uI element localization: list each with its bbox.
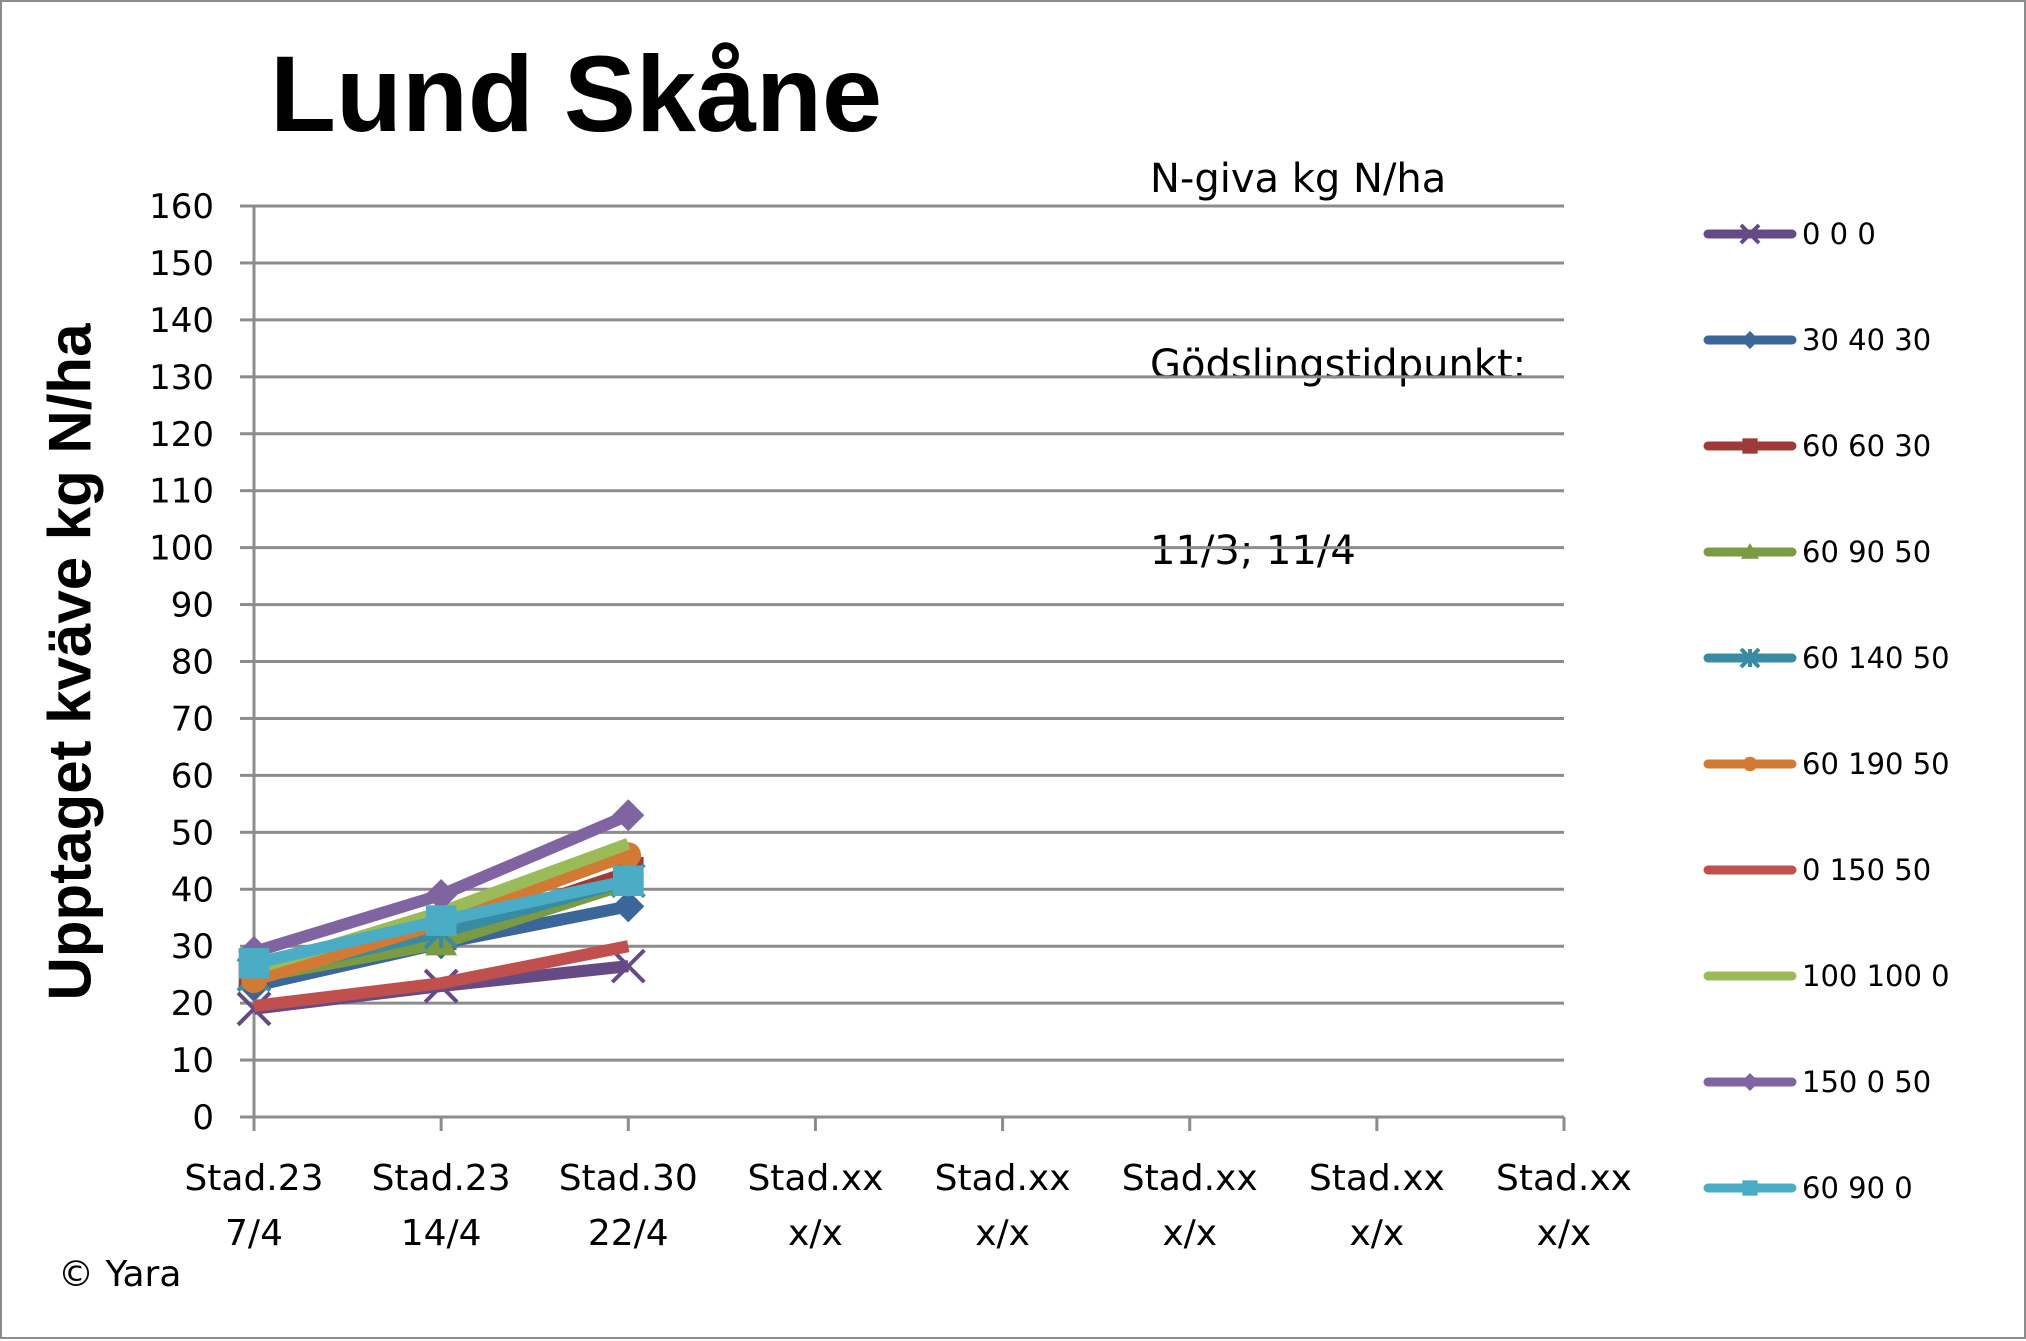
legend-item: 60 90 50 xyxy=(1703,535,1931,569)
subtitle-line-1: N-giva kg N/ha xyxy=(1150,156,1447,202)
square-marker-icon xyxy=(238,947,270,979)
triangle-marker-icon xyxy=(1741,543,1759,559)
square-marker-icon xyxy=(612,865,644,897)
y-axis-ticks: 0 10 20 30 40 50 60 70 80 90 100 110 120 130 140 150 160 xyxy=(149,187,254,1138)
legend-item: 150 0 50 xyxy=(1703,1065,1931,1099)
legend-item: 0 0 0 xyxy=(1703,217,1876,251)
y-tick-label: 90 xyxy=(171,586,214,626)
x-marker-icon xyxy=(236,991,272,1027)
subtitle-line-3: 11/3; 11/4 xyxy=(1150,528,1356,574)
y-tick-label: 120 xyxy=(149,415,214,455)
axes xyxy=(252,206,1564,1131)
circle-marker-icon xyxy=(1742,756,1758,772)
copyright-text: © Yara xyxy=(58,1254,182,1295)
diamond-marker-icon xyxy=(612,799,645,832)
y-tick-label: 30 xyxy=(171,927,214,967)
legend-label: 60 190 50 xyxy=(1802,747,1950,781)
x-axis-ticks: Stad.23 7/4 Stad.23 14/4 Stad.30 22/4 Stad.xx x… xyxy=(184,1117,1632,1254)
series-line xyxy=(253,940,630,1012)
x-tick-label: Stad.xx xyxy=(1122,1158,1258,1199)
subtitle-line-2: Gödslingstidpunkt: xyxy=(1150,342,1527,388)
x-tick-label: 7/4 xyxy=(225,1213,283,1254)
legend-label: 60 140 50 xyxy=(1802,641,1950,675)
x-tick-label: Stad.23 xyxy=(372,1158,511,1199)
legend-label: 60 90 0 xyxy=(1802,1171,1913,1205)
y-tick-label: 110 xyxy=(149,472,214,512)
legend-label: 150 0 50 xyxy=(1802,1065,1931,1099)
data-series xyxy=(236,799,646,1027)
legend-item: 60 60 30 xyxy=(1703,429,1931,463)
y-tick-label: 0 xyxy=(192,1098,214,1138)
x-tick-label: x/x xyxy=(788,1213,843,1254)
legend-item: 60 140 50 xyxy=(1703,641,1950,675)
y-tick-label: 140 xyxy=(149,301,214,341)
legend-label: 0 0 0 xyxy=(1802,217,1876,251)
x-tick-label: x/x xyxy=(975,1213,1030,1254)
x-tick-label: 14/4 xyxy=(401,1213,482,1254)
y-tick-label: 160 xyxy=(149,187,214,227)
legend-label: 30 40 30 xyxy=(1802,323,1931,357)
x-tick-label: Stad.xx xyxy=(935,1158,1071,1199)
diamond-marker-icon xyxy=(1741,331,1759,349)
x-tick-label: Stad.23 xyxy=(184,1158,323,1199)
diamond-marker-icon xyxy=(1741,1073,1759,1091)
legend-label: 60 60 30 xyxy=(1802,429,1931,463)
x-marker-icon xyxy=(610,948,646,984)
legend-label: 60 90 50 xyxy=(1802,535,1931,569)
series-line xyxy=(238,865,644,979)
y-tick-label: 100 xyxy=(149,529,214,569)
y-tick-label: 20 xyxy=(171,984,214,1024)
y-tick-label: 150 xyxy=(149,244,214,284)
y-tick-label: 80 xyxy=(171,643,214,683)
legend-item: 100 100 0 xyxy=(1703,959,1950,993)
star-marker-icon xyxy=(1739,647,1761,669)
y-tick-label: 130 xyxy=(149,358,214,398)
x-marker-icon xyxy=(1739,223,1761,245)
chart-subtitle: N-giva kg N/ha Gödslingstidpunkt: 11/3; … xyxy=(1150,24,1526,706)
legend-item: 0 150 50 xyxy=(1703,853,1931,887)
x-tick-label: x/x xyxy=(1349,1213,1404,1254)
x-tick-label: x/x xyxy=(1162,1213,1217,1254)
legend-label: 100 100 0 xyxy=(1802,959,1950,993)
x-tick-label: x/x xyxy=(1537,1213,1592,1254)
x-tick-label: Stad.30 xyxy=(559,1158,698,1199)
legend-item: 60 190 50 xyxy=(1703,747,1950,781)
legend-item: 30 40 30 xyxy=(1703,323,1931,357)
x-tick-label: Stad.xx xyxy=(747,1158,883,1199)
y-tick-label: 10 xyxy=(171,1041,214,1081)
legend-item: 60 90 0 xyxy=(1703,1171,1913,1205)
y-tick-label: 50 xyxy=(171,813,214,853)
gridlines xyxy=(254,204,1564,1062)
square-marker-icon xyxy=(1742,1180,1758,1196)
legend-label: 0 150 50 xyxy=(1802,853,1931,887)
y-tick-label: 60 xyxy=(171,756,214,796)
x-tick-label: 22/4 xyxy=(588,1213,669,1254)
chart-title: Lund Skåne xyxy=(270,33,883,154)
diamond-marker-icon xyxy=(425,878,458,911)
square-marker-icon xyxy=(425,905,457,936)
diamond-marker-icon xyxy=(612,890,645,923)
series-path xyxy=(253,940,630,1012)
y-tick-label: 70 xyxy=(171,699,214,739)
x-tick-label: Stad.xx xyxy=(1496,1158,1632,1199)
legend: 0 0 0 30 40 30 60 60 30 60 90 50 60 140 50 60… xyxy=(1703,217,1950,1205)
x-tick-label: Stad.xx xyxy=(1309,1158,1445,1199)
y-tick-label: 40 xyxy=(171,870,214,910)
square-marker-icon xyxy=(1742,438,1758,454)
